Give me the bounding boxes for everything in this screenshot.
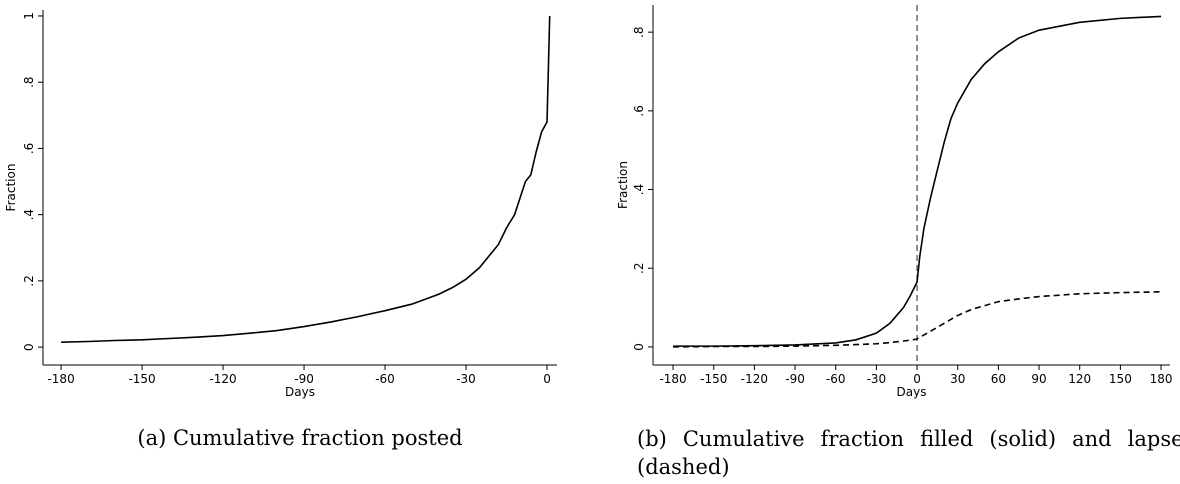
x-tick-label: 150 [1109,372,1132,386]
x-tick-label: 120 [1068,372,1091,386]
caption: (a) Cumulative fraction posted [137,426,463,450]
data-line [673,15,1162,347]
x-tick-label: -30 [867,372,887,386]
caption-box: (b) Cumulative fraction filled (solid) a… [637,425,1180,481]
x-tick-label: -30 [456,372,476,386]
x-tick-label: 180 [1150,372,1173,386]
y-tick-label: .8 [632,26,646,37]
x-tick-label: -120 [209,372,236,386]
y-tick-label: .4 [22,209,36,220]
y-tick-label: 0 [632,343,646,351]
x-tick-label: 60 [991,372,1006,386]
x-tick-label: -120 [741,372,768,386]
y-axis-title: Fraction [4,164,18,212]
data-line [61,15,551,343]
y-tick-label: .4 [632,184,646,195]
x-tick-label: -60 [375,372,395,386]
x-tick-label: 90 [1031,372,1046,386]
y-tick-label: .2 [632,262,646,273]
x-tick-label: -150 [128,372,155,386]
x-tick-label: -180 [47,372,74,386]
x-tick-label: -180 [659,372,686,386]
x-tick-label: 0 [543,372,551,386]
y-tick-label: .6 [632,105,646,116]
charts: 0.2.4.6.81-180 -150 -120 -90 -60 -30 0DaysFrac… [4,5,1173,399]
y-tick-label: .2 [22,275,36,286]
y-tick-label: .8 [22,76,36,87]
x-tick-label: -60 [826,372,846,386]
y-tick-label: .6 [22,143,36,154]
x-axis-title: Days [285,385,315,399]
y-tick-label: 0 [22,343,36,351]
x-tick-label: -90 [785,372,805,386]
x-tick-label: -150 [700,372,727,386]
x-tick-label: -90 [294,372,314,386]
x-axis-title: Days [897,385,927,399]
caption: (b) Cumulative fraction filled (solid) a… [637,427,1180,479]
y-tick-label: 1 [22,12,36,20]
x-tick-label: 30 [950,372,965,386]
y-axis-title: Fraction [616,161,630,209]
data-line [673,291,1162,348]
x-tick-label: 0 [913,372,921,386]
